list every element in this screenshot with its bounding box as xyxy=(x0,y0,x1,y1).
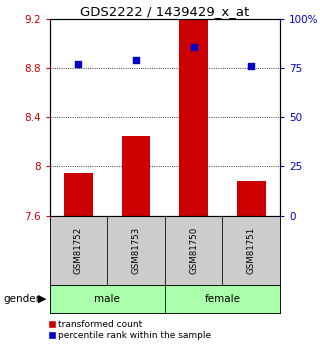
Point xyxy=(76,61,81,67)
Point xyxy=(133,58,139,63)
Title: GDS2222 / 1439429_x_at: GDS2222 / 1439429_x_at xyxy=(80,5,249,18)
Bar xyxy=(165,285,280,313)
Text: female: female xyxy=(204,294,240,304)
Text: gender: gender xyxy=(3,294,40,304)
Legend: transformed count, percentile rank within the sample: transformed count, percentile rank withi… xyxy=(49,320,212,341)
Point xyxy=(249,63,254,69)
Text: GSM81753: GSM81753 xyxy=(132,227,140,274)
Text: GSM81751: GSM81751 xyxy=(247,227,256,274)
Bar xyxy=(179,20,208,216)
Text: GSM81752: GSM81752 xyxy=(74,227,83,274)
Bar xyxy=(222,216,280,285)
Text: ▶: ▶ xyxy=(38,294,46,304)
Bar xyxy=(237,181,266,216)
Bar xyxy=(50,216,107,285)
Bar xyxy=(165,216,222,285)
Point xyxy=(191,44,196,49)
Bar xyxy=(64,172,93,216)
Text: male: male xyxy=(94,294,120,304)
Bar xyxy=(50,285,165,313)
Text: GSM81750: GSM81750 xyxy=(189,227,198,274)
Bar xyxy=(107,216,165,285)
Bar xyxy=(122,136,150,216)
